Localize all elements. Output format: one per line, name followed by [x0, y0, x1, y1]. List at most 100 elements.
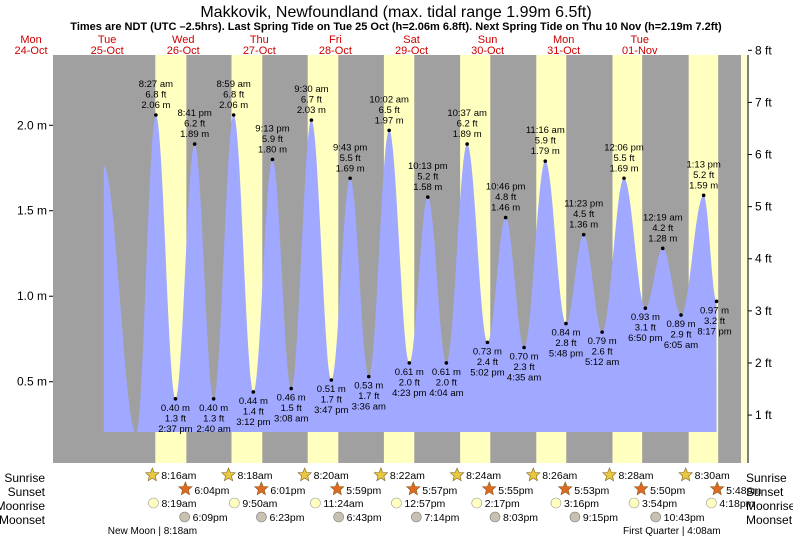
- tide-label: 6.2 ft: [457, 119, 478, 130]
- tide-label: 0.89 m: [666, 319, 695, 330]
- moonset-row-label-right: Moonset: [746, 513, 793, 527]
- tide-point: [581, 232, 586, 237]
- moonrise-time: 3:54pm: [642, 498, 677, 510]
- moonset-icon: [489, 511, 501, 523]
- tide-label: 0.79 m: [588, 336, 617, 347]
- day-name: Thu: [250, 34, 269, 46]
- tide-label: 1.69 m: [336, 163, 365, 174]
- tide-label: 11:23 pm: [564, 199, 603, 210]
- tide-label: 2.6 ft: [592, 347, 613, 358]
- moonrise-icon: [310, 497, 321, 509]
- tide-label: 5:48 pm: [549, 349, 583, 360]
- sunset-star-icon: [481, 481, 497, 496]
- tide-label: 1.3 ft: [203, 413, 224, 424]
- tide-label: 8:27 am: [139, 79, 173, 90]
- tide-label: 0.53 m: [354, 381, 383, 392]
- tide-point: [289, 386, 294, 391]
- left-axis-metres: 0.5 m 1.0 m 1.5 m 2.0 m: [17, 118, 53, 389]
- moonset-icon: [256, 511, 267, 523]
- tide-label: 8:17 pm: [697, 326, 731, 337]
- tide-label: 0.61 m: [432, 367, 461, 378]
- tide-point: [660, 246, 665, 251]
- tide-point: [643, 306, 648, 310]
- tide-point: [387, 128, 391, 133]
- tide-label: 0.70 m: [510, 352, 539, 363]
- tide-label: 5.9 ft: [262, 134, 283, 145]
- moonset-time: 6:43pm: [347, 512, 382, 524]
- tide-label: 6:50 pm: [628, 333, 662, 344]
- tide-label: 4.2 ft: [652, 223, 673, 234]
- tide-label: 4.5 ft: [573, 209, 594, 220]
- tide-label: 0.44 m: [239, 396, 268, 407]
- sunset-star-icon: [633, 481, 649, 496]
- sunset-time: 6:04pm: [194, 485, 229, 497]
- tide-point: [622, 176, 626, 181]
- tide-point: [192, 142, 197, 146]
- tide-point: [211, 397, 216, 401]
- sunrise-row-label-right: Sunrise: [746, 471, 787, 485]
- moonset-time: 6:23pm: [269, 512, 304, 524]
- moonset-time: 6:09pm: [193, 512, 228, 524]
- tide-point: [329, 378, 334, 382]
- tide-label: 6.8 ft: [223, 90, 244, 101]
- tide-point: [444, 361, 449, 365]
- sunrise-row-label-left: Sunrise: [4, 471, 45, 485]
- tide-label: 0.40 m: [161, 403, 190, 414]
- sunrise-star-icon: [602, 467, 617, 482]
- tide-label: 8:59 am: [216, 79, 250, 90]
- tide-point: [503, 215, 508, 220]
- sunrise-time: 8:28am: [618, 470, 653, 482]
- day-date: 25-Oct: [91, 45, 124, 57]
- tide-label: 1.3 ft: [165, 413, 186, 424]
- moonset-icon: [333, 511, 344, 523]
- tide-label: 2.8 ft: [555, 338, 576, 349]
- tide-label: 9:13 pm: [255, 123, 289, 134]
- sunset-row-label-left: Sunset: [8, 485, 46, 499]
- sunset-time: 5:50pm: [650, 485, 685, 497]
- day-name: Mon: [20, 34, 41, 46]
- tide-label: 1.89 m: [453, 129, 482, 140]
- tide-label: 10:46 pm: [486, 182, 526, 193]
- tide-point: [485, 340, 490, 345]
- moon-phase-label: First Quarter | 4:08am: [623, 526, 721, 537]
- tide-label: 5:02 pm: [470, 367, 504, 378]
- tide-label: 9:30 am: [294, 84, 328, 95]
- tide-label: 6.8 ft: [145, 90, 166, 101]
- sunset-star-icon: [253, 481, 269, 496]
- tide-label: 4:35 am: [507, 373, 541, 384]
- moonrise-icon: [391, 497, 402, 509]
- right-tick-label: 1 ft: [755, 408, 772, 422]
- tide-point: [270, 157, 275, 162]
- sunset-time: 5:59pm: [346, 485, 381, 497]
- tide-label: 9:43 pm: [333, 142, 367, 153]
- day-date: 01-Nov: [622, 45, 658, 57]
- tide-label: 4:23 pm: [392, 388, 426, 399]
- tide-label: 0.84 m: [551, 328, 580, 339]
- tide-point: [679, 313, 683, 317]
- day-name: Mon: [553, 34, 574, 46]
- moonrise-icon: [148, 497, 159, 509]
- tide-label: 3.1 ft: [635, 323, 656, 334]
- tide-point: [701, 193, 706, 198]
- tide-label: 3:47 pm: [314, 405, 348, 416]
- left-tick-label: 1.0 m: [17, 289, 47, 303]
- moonrise-icon: [471, 497, 483, 509]
- tide-label: 2.06 m: [141, 100, 170, 111]
- tide-label: 1:13 pm: [686, 159, 720, 170]
- sunrise-star-icon: [221, 467, 236, 482]
- tide-label: 5.5 ft: [340, 153, 361, 164]
- sunrise-time: 8:30am: [695, 470, 730, 482]
- tide-label: 2.0 ft: [399, 377, 420, 388]
- tide-label: 2.0 ft: [436, 377, 457, 388]
- chart-title: Makkovik, Newfoundland (max. tidal range…: [200, 4, 591, 21]
- right-tick-label: 5 ft: [755, 200, 772, 214]
- moon-phase-label: New Moon | 8:18am: [108, 526, 197, 537]
- moonrise-icon: [628, 497, 640, 509]
- tide-label: 1.7 ft: [321, 395, 342, 406]
- tide-label: 0.51 m: [317, 384, 346, 395]
- tide-label: 1.4 ft: [243, 406, 264, 417]
- tide-label: 10:13 pm: [408, 161, 448, 172]
- day-name: Wed: [172, 34, 194, 46]
- day-date: 26-Oct: [167, 45, 200, 57]
